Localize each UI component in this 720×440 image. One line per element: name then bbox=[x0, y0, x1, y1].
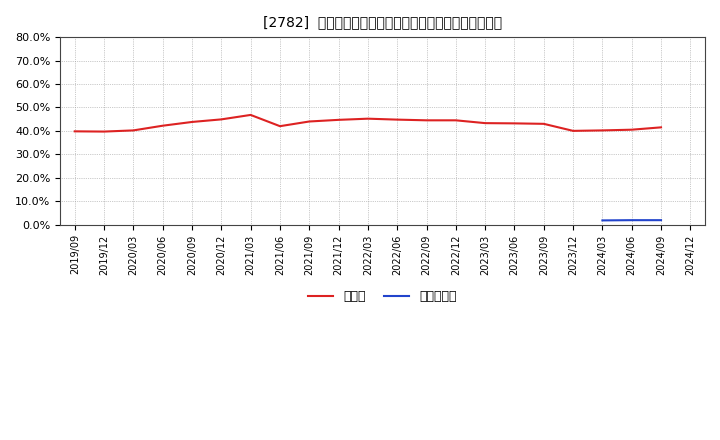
Line: 現顕金: 現顕金 bbox=[75, 115, 661, 132]
現顕金 bbox=[393, 117, 402, 122]
現顕金 bbox=[71, 128, 79, 134]
有利子負債 bbox=[627, 217, 636, 223]
現顕金 bbox=[539, 121, 548, 126]
現顕金 bbox=[598, 128, 607, 133]
現顕金 bbox=[276, 124, 284, 129]
現顕金 bbox=[305, 119, 314, 124]
現顕金 bbox=[188, 119, 197, 125]
現顕金 bbox=[569, 128, 577, 133]
現顕金 bbox=[364, 116, 372, 121]
現顕金 bbox=[510, 121, 519, 126]
Title: [2782]  現預金、有利子負債の総資産に対する比率の推移: [2782] 現預金、有利子負債の総資産に対する比率の推移 bbox=[263, 15, 502, 29]
有利子負債 bbox=[598, 218, 607, 223]
現顕金 bbox=[100, 129, 109, 134]
現顕金 bbox=[627, 127, 636, 132]
現顕金 bbox=[158, 123, 167, 128]
現顕金 bbox=[334, 117, 343, 122]
現顕金 bbox=[451, 117, 460, 123]
現顕金 bbox=[481, 121, 490, 126]
現顕金 bbox=[657, 125, 665, 130]
現顕金 bbox=[217, 117, 225, 122]
Legend: 現顕金, 有利子負債: 現顕金, 有利子負債 bbox=[303, 286, 462, 308]
現顕金 bbox=[422, 117, 431, 123]
現顕金 bbox=[129, 128, 138, 133]
有利子負債 bbox=[657, 217, 665, 223]
現顕金 bbox=[246, 112, 255, 117]
